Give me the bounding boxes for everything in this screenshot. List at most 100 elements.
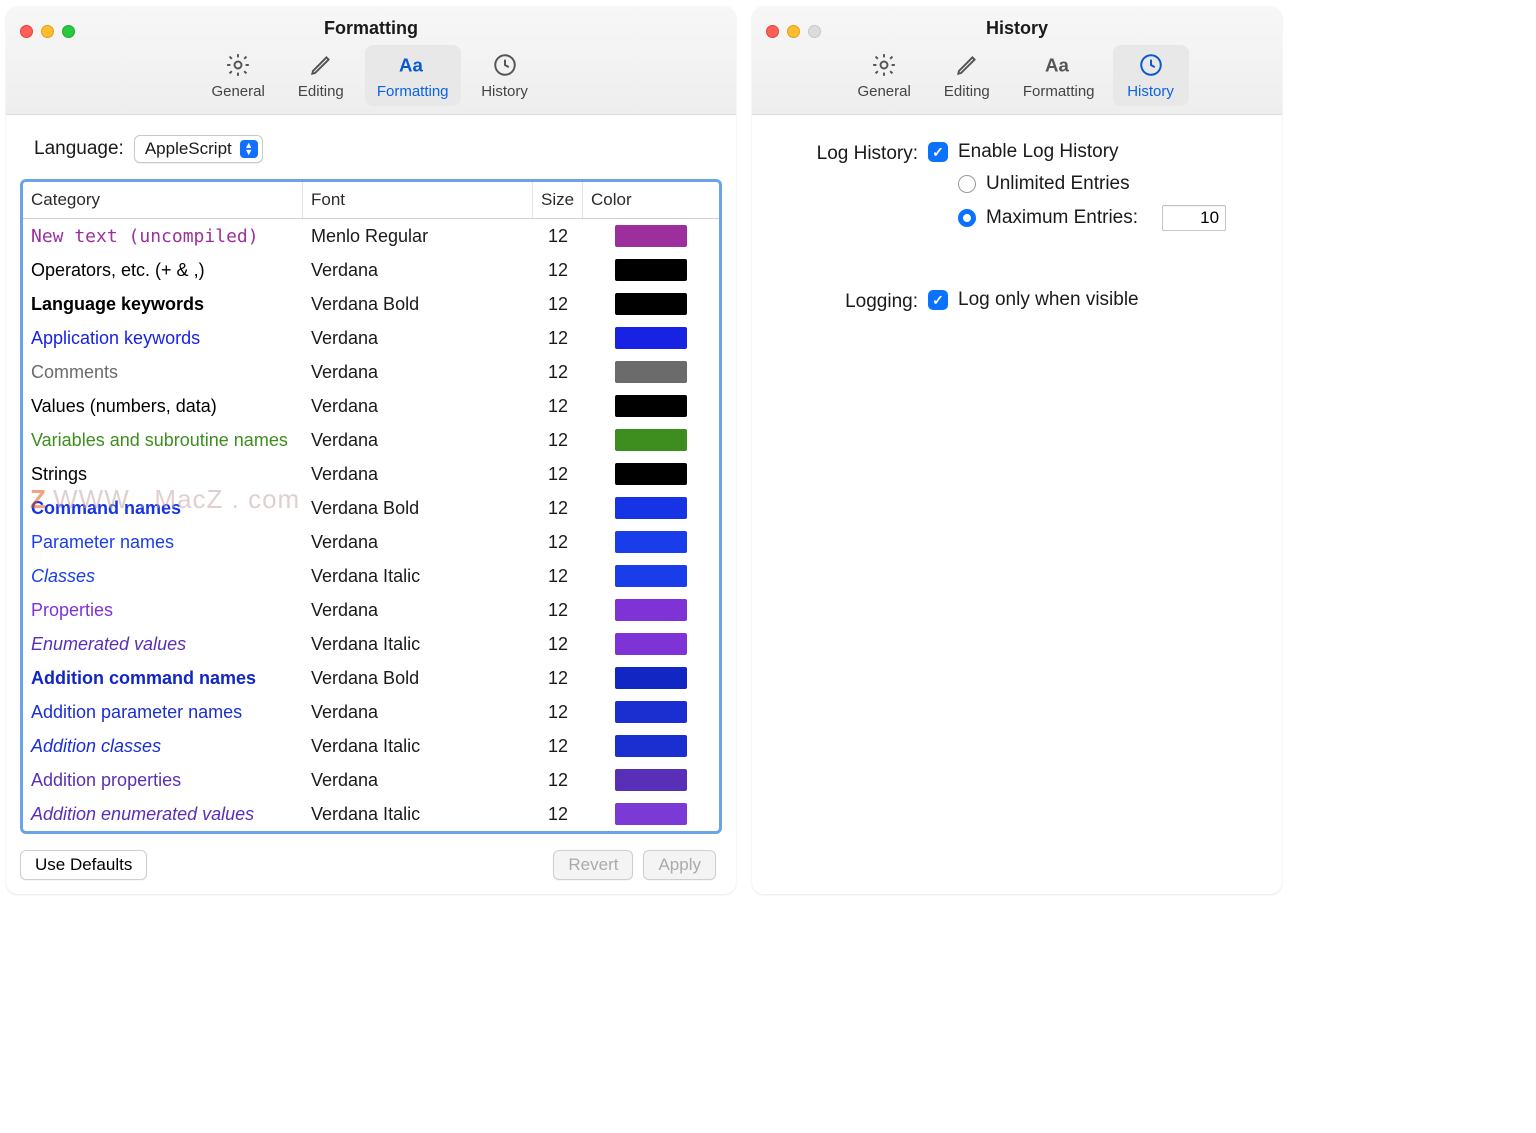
table-row[interactable]: Parameter namesVerdana12	[23, 525, 719, 559]
cell-font: Verdana	[303, 464, 533, 485]
log-only-visible-checkbox[interactable]: ✓	[928, 290, 948, 310]
cell-size: 12	[533, 328, 583, 349]
col-font[interactable]: Font	[303, 182, 533, 218]
maximum-entries-text: Maximum Entries:	[986, 207, 1138, 229]
tab-general[interactable]: General	[845, 45, 922, 106]
cell-font: Verdana	[303, 328, 533, 349]
table-row[interactable]: Addition classesVerdana Italic12	[23, 729, 719, 763]
cell-category: Language keywords	[23, 294, 303, 315]
unlimited-entries-radio[interactable]	[958, 175, 976, 193]
history-icon	[1137, 51, 1165, 79]
cell-category: Values (numbers, data)	[23, 396, 303, 417]
cell-color[interactable]	[583, 327, 719, 349]
zoom-button[interactable]	[808, 25, 821, 38]
cell-color[interactable]	[583, 497, 719, 519]
close-button[interactable]	[766, 25, 779, 38]
use-defaults-button[interactable]: Use Defaults	[20, 850, 147, 880]
traffic-lights	[6, 14, 89, 49]
formatting-icon: Aa	[399, 51, 427, 79]
cell-color[interactable]	[583, 259, 719, 281]
revert-button[interactable]: Revert	[553, 850, 633, 880]
cell-category: Addition properties	[23, 770, 303, 791]
table-row[interactable]: Command namesVerdana Bold12	[23, 491, 719, 525]
svg-text:Aa: Aa	[399, 55, 423, 76]
table-row[interactable]: Addition command namesVerdana Bold12	[23, 661, 719, 695]
tab-history[interactable]: History	[1113, 45, 1189, 106]
tab-editing[interactable]: Editing	[283, 45, 359, 106]
cell-color[interactable]	[583, 293, 719, 315]
cell-font: Verdana Italic	[303, 736, 533, 757]
cell-color[interactable]	[583, 531, 719, 553]
tab-general[interactable]: General	[199, 45, 276, 106]
color-swatch	[615, 803, 687, 825]
cell-font: Verdana Bold	[303, 498, 533, 519]
table-row[interactable]: PropertiesVerdana12	[23, 593, 719, 627]
cell-color[interactable]	[583, 225, 719, 247]
tab-history[interactable]: History	[467, 45, 543, 106]
cell-color[interactable]	[583, 633, 719, 655]
tab-editing[interactable]: Editing	[929, 45, 1005, 106]
zoom-button[interactable]	[62, 25, 75, 38]
table-row[interactable]: Addition parameter namesVerdana12	[23, 695, 719, 729]
table-row[interactable]: CommentsVerdana12	[23, 355, 719, 389]
cell-category: Parameter names	[23, 532, 303, 553]
cell-color[interactable]	[583, 599, 719, 621]
cell-color[interactable]	[583, 803, 719, 825]
maximum-entries-radio[interactable]	[958, 209, 976, 227]
cell-size: 12	[533, 498, 583, 519]
table-row[interactable]: Operators, etc. (+ & ,)Verdana12	[23, 253, 719, 287]
cell-category: Application keywords	[23, 328, 303, 349]
tab-label: General	[857, 83, 910, 100]
cell-category: Operators, etc. (+ & ,)	[23, 260, 303, 281]
logging-label: Logging:	[778, 289, 918, 313]
table-row[interactable]: Variables and subroutine namesVerdana12	[23, 423, 719, 457]
col-color[interactable]: Color	[583, 182, 719, 218]
color-swatch	[615, 633, 687, 655]
table-row[interactable]: ClassesVerdana Italic12	[23, 559, 719, 593]
table-row[interactable]: Values (numbers, data)Verdana12	[23, 389, 719, 423]
table-row[interactable]: Application keywordsVerdana12	[23, 321, 719, 355]
minimize-button[interactable]	[787, 25, 800, 38]
cell-color[interactable]	[583, 361, 719, 383]
table-row[interactable]: Language keywordsVerdana Bold12	[23, 287, 719, 321]
tab-formatting[interactable]: AaFormatting	[1011, 45, 1107, 106]
cell-color[interactable]	[583, 463, 719, 485]
editing-icon	[307, 51, 335, 79]
cell-color[interactable]	[583, 701, 719, 723]
minimize-button[interactable]	[41, 25, 54, 38]
tab-formatting[interactable]: AaFormatting	[365, 45, 461, 106]
cell-color[interactable]	[583, 565, 719, 587]
cell-size: 12	[533, 600, 583, 621]
titlebar: History General EditingAaFormatting Hist…	[752, 6, 1282, 115]
language-popup[interactable]: AppleScript ▲▼	[134, 135, 263, 163]
color-swatch	[615, 769, 687, 791]
toolbar: General Editing AaFormatting History	[6, 45, 736, 114]
table-row[interactable]: Enumerated valuesVerdana Italic12	[23, 627, 719, 661]
color-swatch	[615, 599, 687, 621]
cell-color[interactable]	[583, 429, 719, 451]
cell-color[interactable]	[583, 735, 719, 757]
apply-button[interactable]: Apply	[643, 850, 716, 880]
table-row[interactable]: New text (uncompiled)Menlo Regular12	[23, 219, 719, 253]
cell-color[interactable]	[583, 667, 719, 689]
cell-color[interactable]	[583, 769, 719, 791]
maximum-entries-field[interactable]	[1162, 205, 1226, 231]
cell-color[interactable]	[583, 395, 719, 417]
cell-font: Verdana	[303, 600, 533, 621]
table-row[interactable]: StringsVerdana12	[23, 457, 719, 491]
enable-log-history-checkbox[interactable]: ✓	[928, 142, 948, 162]
cell-size: 12	[533, 260, 583, 281]
table-row[interactable]: Addition enumerated valuesVerdana Italic…	[23, 797, 719, 831]
tab-label: Editing	[298, 83, 344, 100]
color-swatch	[615, 735, 687, 757]
close-button[interactable]	[20, 25, 33, 38]
formatting-body: Language: AppleScript ▲▼ Category Font S…	[6, 115, 736, 894]
col-category[interactable]: Category	[23, 182, 303, 218]
cell-size: 12	[533, 668, 583, 689]
table-row[interactable]: Addition propertiesVerdana12	[23, 763, 719, 797]
formatting-icon: Aa	[1045, 51, 1073, 79]
table-body: New text (uncompiled)Menlo Regular12Oper…	[23, 219, 719, 831]
col-size[interactable]: Size	[533, 182, 583, 218]
cell-size: 12	[533, 294, 583, 315]
table-header: Category Font Size Color	[23, 182, 719, 219]
